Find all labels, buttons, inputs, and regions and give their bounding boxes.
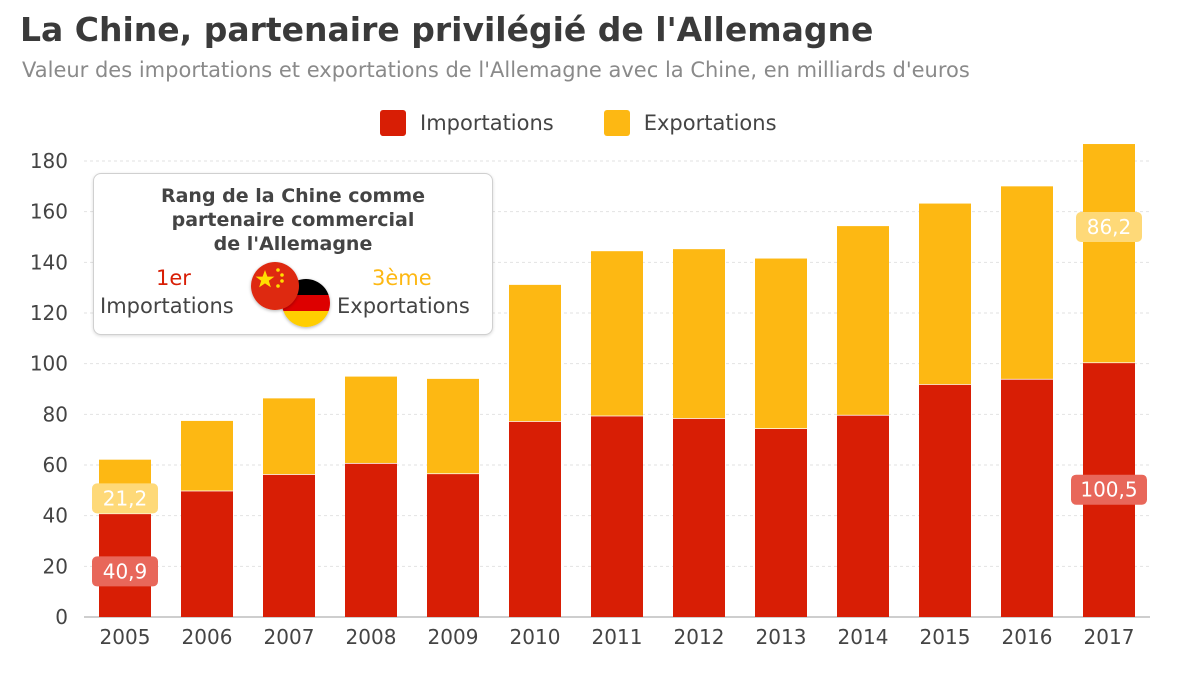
bar-imports <box>345 463 397 617</box>
bar-exports <box>509 285 561 421</box>
bar-exports <box>427 379 479 473</box>
bar-exports <box>591 251 643 415</box>
x-tick-label: 2006 <box>182 625 233 649</box>
bar-exports <box>1083 144 1135 362</box>
inset-title-line-2: partenaire commercial <box>94 208 492 232</box>
rank-inset-box: Rang de la Chine comme partenaire commer… <box>93 173 493 335</box>
data-label: 40,9 <box>103 559 148 583</box>
bar-exports <box>919 204 971 385</box>
x-tick-label: 2013 <box>756 625 807 649</box>
x-tick-label: 2005 <box>100 625 151 649</box>
x-tick-label: 2017 <box>1084 625 1135 649</box>
bar-exports <box>345 377 397 463</box>
bar-exports <box>263 398 315 474</box>
bar-imports <box>919 384 971 617</box>
bar-imports <box>755 428 807 617</box>
x-tick-label: 2016 <box>1002 625 1053 649</box>
y-tick-label: 100 <box>30 352 68 376</box>
bar-exports <box>673 249 725 418</box>
y-tick-label: 160 <box>30 200 68 224</box>
bar-imports <box>837 415 889 617</box>
bar-imports <box>509 421 561 617</box>
import-rank: 1er <box>156 266 191 290</box>
x-tick-label: 2007 <box>264 625 315 649</box>
x-tick-label: 2011 <box>592 625 643 649</box>
inset-title: Rang de la Chine comme partenaire commer… <box>94 184 492 256</box>
bar-exports <box>181 421 233 491</box>
data-label: 100,5 <box>1080 478 1137 502</box>
inset-title-line-3: de l'Allemagne <box>94 232 492 256</box>
bar-exports <box>837 226 889 415</box>
bar-imports <box>591 416 643 617</box>
export-rank-label: Exportations <box>337 294 470 318</box>
x-tick-label: 2014 <box>838 625 889 649</box>
y-tick-label: 80 <box>43 402 68 426</box>
x-tick-label: 2012 <box>674 625 725 649</box>
x-tick-label: 2009 <box>428 625 479 649</box>
data-label: 86,2 <box>1087 215 1132 239</box>
bar-imports <box>263 474 315 617</box>
y-tick-label: 60 <box>43 453 68 477</box>
bar-imports <box>673 418 725 617</box>
bar-imports <box>427 473 479 617</box>
bar-imports <box>1001 379 1053 617</box>
bar-exports <box>755 259 807 429</box>
y-tick-label: 0 <box>55 605 68 629</box>
x-tick-label: 2008 <box>346 625 397 649</box>
y-tick-label: 180 <box>30 149 68 173</box>
x-tick-label: 2015 <box>920 625 971 649</box>
bar-imports <box>181 491 233 617</box>
y-tick-label: 120 <box>30 301 68 325</box>
data-label: 21,2 <box>103 486 148 510</box>
export-rank: 3ème <box>372 266 432 290</box>
bar-exports <box>1001 186 1053 379</box>
x-tick-label: 2010 <box>510 625 561 649</box>
y-tick-label: 140 <box>30 250 68 274</box>
import-rank-label: Importations <box>100 294 234 318</box>
bar-chart: 0 20 40 60 80 100 120 140 160 180 2005 2006 2007 2008… <box>0 0 1200 675</box>
y-tick-label: 40 <box>43 504 68 528</box>
china-flag-icon <box>251 262 299 310</box>
inset-title-line-1: Rang de la Chine comme <box>94 184 492 208</box>
y-tick-label: 20 <box>43 554 68 578</box>
